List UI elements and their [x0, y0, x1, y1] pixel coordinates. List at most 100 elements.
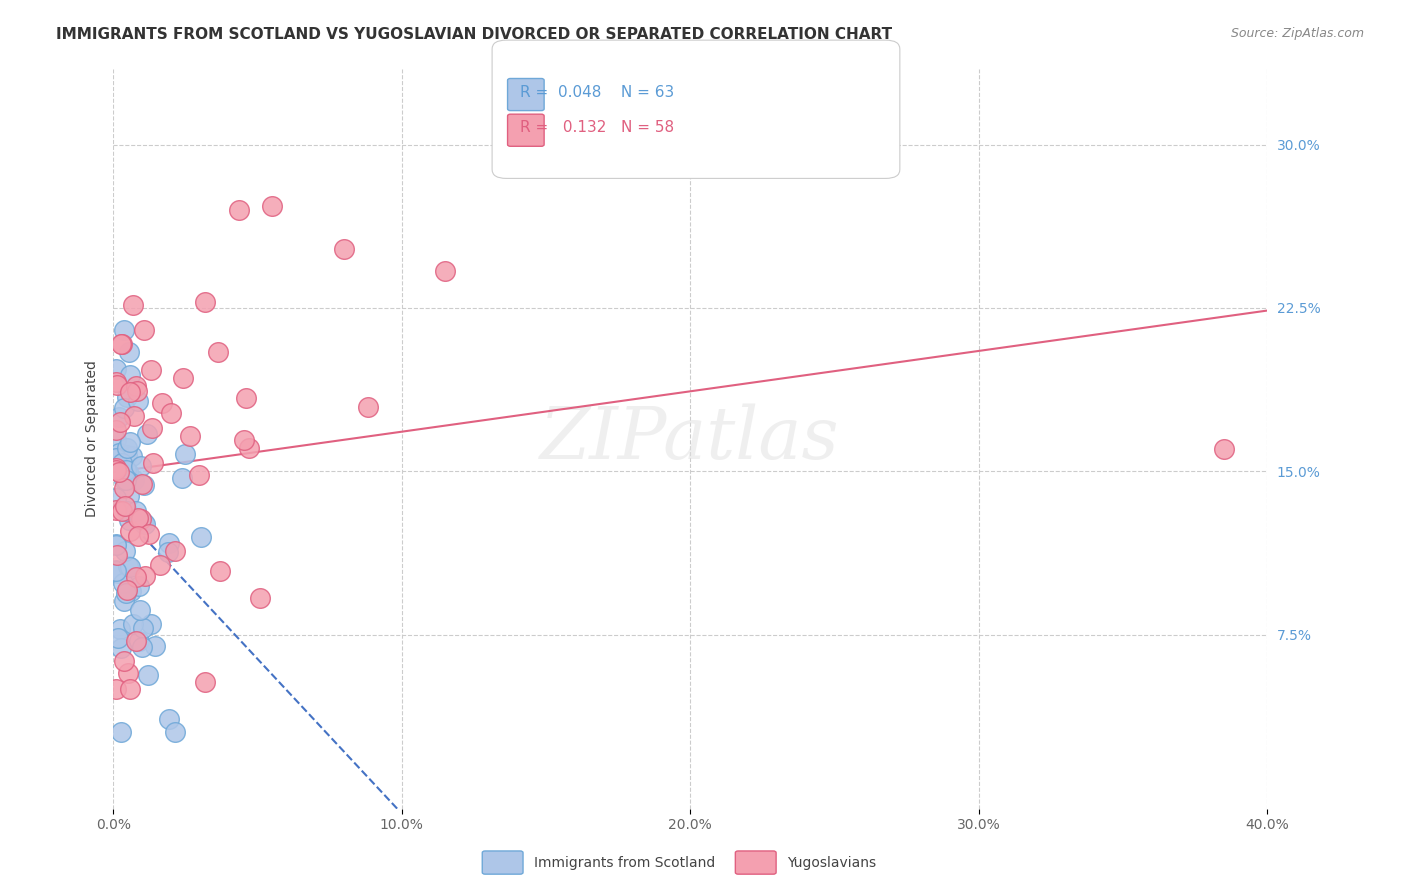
Point: [174, 447, 197, 461]
Point: [120, 559, 142, 574]
Point: [115, 390, 138, 404]
Point: [136, 426, 159, 441]
Point: [115, 448, 138, 462]
Point: [107, 566, 129, 580]
Point: [115, 583, 138, 598]
Point: [118, 385, 141, 400]
Point: [118, 490, 141, 504]
Point: [333, 242, 356, 256]
Point: [160, 406, 183, 420]
Point: [238, 441, 260, 455]
Point: [131, 477, 153, 491]
Point: [142, 456, 165, 470]
Point: [108, 415, 131, 429]
Point: [114, 544, 136, 558]
Point: [194, 674, 217, 689]
Point: [134, 569, 156, 583]
Point: [124, 473, 146, 487]
Y-axis label: Divorced or Separated: Divorced or Separated: [86, 360, 100, 517]
Point: [108, 409, 131, 424]
Point: [105, 434, 128, 448]
Point: [136, 667, 159, 681]
Point: [127, 529, 149, 543]
Point: [105, 375, 128, 389]
Point: [120, 434, 142, 449]
Point: [134, 478, 156, 492]
Point: [131, 621, 153, 635]
Point: [105, 378, 128, 392]
Point: [110, 337, 132, 351]
Point: [105, 503, 128, 517]
Point: [127, 393, 149, 408]
Point: [209, 564, 232, 578]
Text: Source: ZipAtlas.com: Source: ZipAtlas.com: [1230, 27, 1364, 40]
Point: [165, 544, 187, 558]
Point: [112, 474, 135, 488]
Text: R =   0.132   N = 58: R = 0.132 N = 58: [520, 120, 675, 136]
Point: [117, 559, 139, 574]
Point: [157, 536, 180, 550]
Point: [150, 396, 173, 410]
Point: [117, 665, 139, 680]
Point: [127, 384, 149, 398]
Point: [187, 467, 209, 482]
Point: [125, 570, 148, 584]
Point: [235, 391, 257, 405]
Point: [118, 513, 141, 527]
Point: [157, 712, 180, 726]
Text: ZIPatlas: ZIPatlas: [540, 403, 839, 474]
Point: [115, 463, 138, 477]
Point: [125, 504, 148, 518]
Point: [120, 583, 142, 598]
Point: [163, 725, 186, 739]
Point: [1212, 442, 1234, 457]
Point: [156, 545, 179, 559]
Point: [114, 586, 136, 600]
Point: [117, 442, 139, 456]
Text: Immigrants from Scotland: Immigrants from Scotland: [534, 855, 716, 870]
Point: [172, 471, 194, 485]
Point: [228, 202, 250, 217]
Point: [115, 503, 138, 517]
Point: [131, 511, 153, 525]
Point: [105, 548, 128, 562]
Point: [207, 345, 229, 359]
Point: [117, 465, 139, 479]
Point: [105, 565, 128, 579]
Point: [112, 401, 135, 416]
Point: [112, 323, 135, 337]
Point: [134, 323, 156, 337]
Point: [125, 634, 148, 648]
Point: [105, 537, 128, 551]
Point: [260, 199, 283, 213]
Point: [107, 631, 129, 645]
Point: [134, 516, 156, 531]
Point: [148, 558, 170, 572]
Point: [105, 681, 128, 696]
Point: [141, 421, 163, 435]
Point: [105, 362, 128, 376]
Point: [121, 449, 143, 463]
Point: [105, 563, 128, 577]
Point: [105, 450, 128, 465]
Point: [118, 681, 141, 696]
Point: [105, 461, 128, 475]
Point: [143, 639, 166, 653]
Point: [112, 594, 135, 608]
Point: [112, 481, 135, 495]
Point: [112, 654, 135, 668]
Point: [122, 298, 145, 312]
Point: [122, 409, 145, 424]
Point: [110, 725, 132, 739]
Point: [190, 530, 212, 544]
Point: [128, 633, 150, 648]
Point: [125, 379, 148, 393]
Point: [128, 579, 150, 593]
Point: [249, 591, 271, 605]
Point: [110, 622, 132, 636]
Point: [110, 337, 132, 351]
Point: [141, 363, 163, 377]
Text: IMMIGRANTS FROM SCOTLAND VS YUGOSLAVIAN DIVORCED OR SEPARATED CORRELATION CHART: IMMIGRANTS FROM SCOTLAND VS YUGOSLAVIAN …: [56, 27, 893, 42]
Point: [138, 527, 160, 541]
Point: [232, 434, 254, 448]
